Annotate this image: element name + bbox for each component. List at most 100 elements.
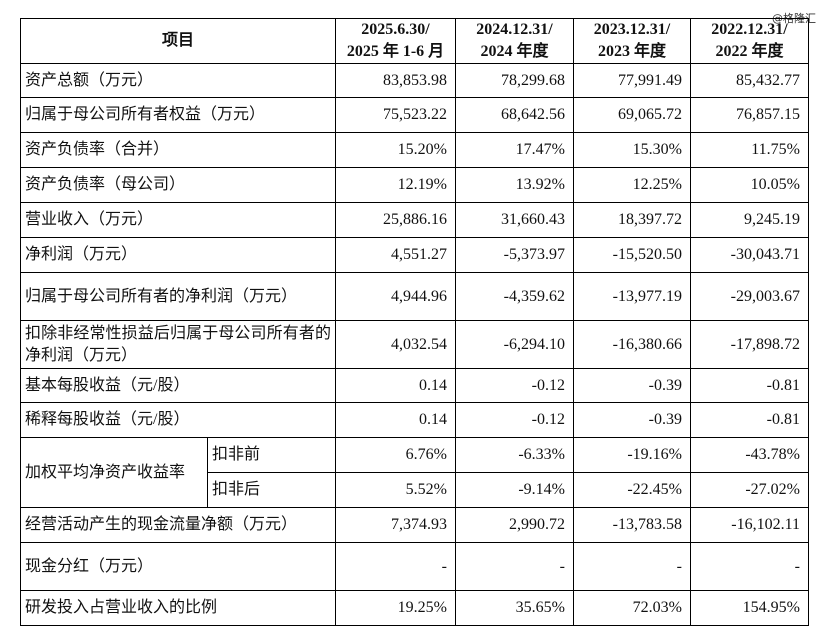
cell-value: 69,065.72 [573, 97, 691, 133]
row-label: 归属于母公司所有者权益（万元） [20, 97, 336, 133]
header-period: 2023.12.31/2023 年度 [573, 18, 691, 64]
cell-value: 10.05% [690, 167, 809, 203]
cell-value: -17,898.72 [690, 320, 809, 369]
cell-value: 15.30% [573, 132, 691, 168]
cell-value: -29,003.67 [690, 272, 809, 321]
cell-value: -0.12 [455, 402, 574, 438]
data-table: 项目 2025.6.30/2025 年 1-6 月 2024.12.31/2024… [20, 18, 809, 626]
cell-value: 6.76% [335, 437, 456, 473]
table-row: 研发投入占营业收入的比例 19.25% 35.65% 72.03% 154.95% [20, 590, 809, 626]
table-row: 资产负债率（母公司） 12.19% 13.92% 12.25% 10.05% [20, 167, 809, 203]
cell-value: 13.92% [455, 167, 574, 203]
cell-value: 72.03% [573, 590, 691, 626]
cell-value: -22.45% [573, 472, 691, 508]
cell-value: 76,857.15 [690, 97, 809, 133]
header-line: 2022.12.31/ [711, 21, 788, 38]
cell-value: 75,523.22 [335, 97, 456, 133]
cell-value: -5,373.97 [455, 237, 574, 273]
cell-value: 12.25% [573, 167, 691, 203]
header-line: 2022 年度 [715, 43, 784, 60]
table-row: 基本每股收益（元/股） 0.14 -0.12 -0.39 -0.81 [20, 368, 809, 403]
table-row: 扣除非经常性损益后归属于母公司所有者的净利润（万元） 4,032.54 -6,294… [20, 320, 809, 369]
row-label: 基本每股收益（元/股） [20, 368, 336, 403]
table-row: 归属于母公司所有者权益（万元） 75,523.22 68,642.56 69,065.… [20, 97, 809, 133]
cell-value: -4,359.62 [455, 272, 574, 321]
cell-value: 78,299.68 [455, 63, 574, 98]
cell-value: -19.16% [573, 437, 691, 473]
cell-value: 25,886.16 [335, 202, 456, 238]
row-label: 资产负债率（合并） [20, 132, 336, 168]
header-period: 2022.12.31/2022 年度 [690, 18, 809, 64]
cell-value: 31,660.43 [455, 202, 574, 238]
header-line: 2024 年度 [480, 43, 549, 60]
table-row: 营业收入（万元） 25,886.16 31,660.43 18,397.72 9,245… [20, 202, 809, 238]
header-period: 2024.12.31/2024 年度 [455, 18, 574, 64]
cell-value: 4,551.27 [335, 237, 456, 273]
header-item: 项目 [20, 18, 336, 64]
cell-value: -15,520.50 [573, 237, 691, 273]
table-row: 资产总额（万元） 83,853.98 78,299.68 77,991.49 85,43… [20, 63, 809, 98]
header-period: 2025.6.30/2025 年 1-6 月 [335, 18, 456, 64]
row-label: 稀释每股收益（元/股） [20, 402, 336, 438]
cell-value: - [335, 542, 456, 591]
cell-value: 68,642.56 [455, 97, 574, 133]
cell-value: 0.14 [335, 402, 456, 438]
cell-value: -0.39 [573, 368, 691, 403]
header-line: 2025 年 1-6 月 [346, 43, 445, 60]
cell-value: -6.33% [455, 437, 574, 473]
cell-value: 12.19% [335, 167, 456, 203]
cell-value: 154.95% [690, 590, 809, 626]
row-label: 扣除非经常性损益后归属于母公司所有者的净利润（万元） [20, 320, 336, 369]
row-label: 营业收入（万元） [20, 202, 336, 238]
table-row: 扣非后 5.52% -9.14% -22.45% -27.02% [21, 472, 809, 508]
table-row: 净利润（万元） 4,551.27 -5,373.97 -15,520.50 -30,04… [20, 237, 809, 273]
table-row: 稀释每股收益（元/股） 0.14 -0.12 -0.39 -0.81 [20, 402, 809, 438]
cell-value: -43.78% [690, 437, 809, 473]
cell-value: 4,944.96 [335, 272, 456, 321]
sub-label: 扣非后 [207, 472, 336, 508]
row-label: 归属于母公司所有者的净利润（万元） [20, 272, 336, 321]
table-row: 加权平均净资产收益率 扣非前 6.76% -6.33% -19.16% -43.78% [20, 437, 809, 508]
cell-value: 11.75% [690, 132, 809, 168]
cell-value: -16,102.11 [690, 507, 809, 543]
cell-value: 2,990.72 [455, 507, 574, 543]
table-row: 经营活动产生的现金流量净额（万元） 7,374.93 2,990.72 -13,783… [20, 507, 809, 543]
row-label: 资产总额（万元） [20, 63, 336, 98]
row-label: 研发投入占营业收入的比例 [20, 590, 336, 626]
cell-value: 7,374.93 [335, 507, 456, 543]
cell-value: 19.25% [335, 590, 456, 626]
cell-value: -0.81 [690, 368, 809, 403]
cell-value: 85,432.77 [690, 63, 809, 98]
cell-value: 18,397.72 [573, 202, 691, 238]
row-label: 加权平均净资产收益率 [20, 437, 208, 508]
header-row: 项目 2025.6.30/2025 年 1-6 月 2024.12.31/2024… [20, 18, 809, 64]
cell-value: - [573, 542, 691, 591]
cell-value: 5.52% [335, 472, 456, 508]
cell-value: -0.12 [455, 368, 574, 403]
cell-value: -6,294.10 [455, 320, 574, 369]
sub-label: 扣非前 [207, 437, 336, 473]
cell-value: -16,380.66 [573, 320, 691, 369]
header-line: 2023 年度 [597, 43, 666, 60]
row-label: 经营活动产生的现金流量净额（万元） [20, 507, 336, 543]
cell-value: -0.39 [573, 402, 691, 438]
cell-value: - [455, 542, 574, 591]
header-line: 2024.12.31/ [476, 21, 553, 38]
cell-value: -13,977.19 [573, 272, 691, 321]
header-line: 2023.12.31/ [593, 21, 671, 38]
cell-value: 17.47% [455, 132, 574, 168]
cell-value: 83,853.98 [335, 63, 456, 98]
row-label: 资产负债率（母公司） [20, 167, 336, 203]
cell-value: 4,032.54 [335, 320, 456, 369]
cell-value: 77,991.49 [573, 63, 691, 98]
cell-value: 9,245.19 [690, 202, 809, 238]
table-row: 现金分红（万元） - - - - [20, 542, 809, 591]
cell-value: - [690, 542, 809, 591]
cell-value: -9.14% [455, 472, 574, 508]
table-row: 归属于母公司所有者的净利润（万元） 4,944.96 -4,359.62 -13,97… [20, 272, 809, 321]
cell-value: -13,783.58 [573, 507, 691, 543]
cell-value: 0.14 [335, 368, 456, 403]
row-label: 净利润（万元） [20, 237, 336, 273]
cell-value: -27.02% [690, 472, 809, 508]
